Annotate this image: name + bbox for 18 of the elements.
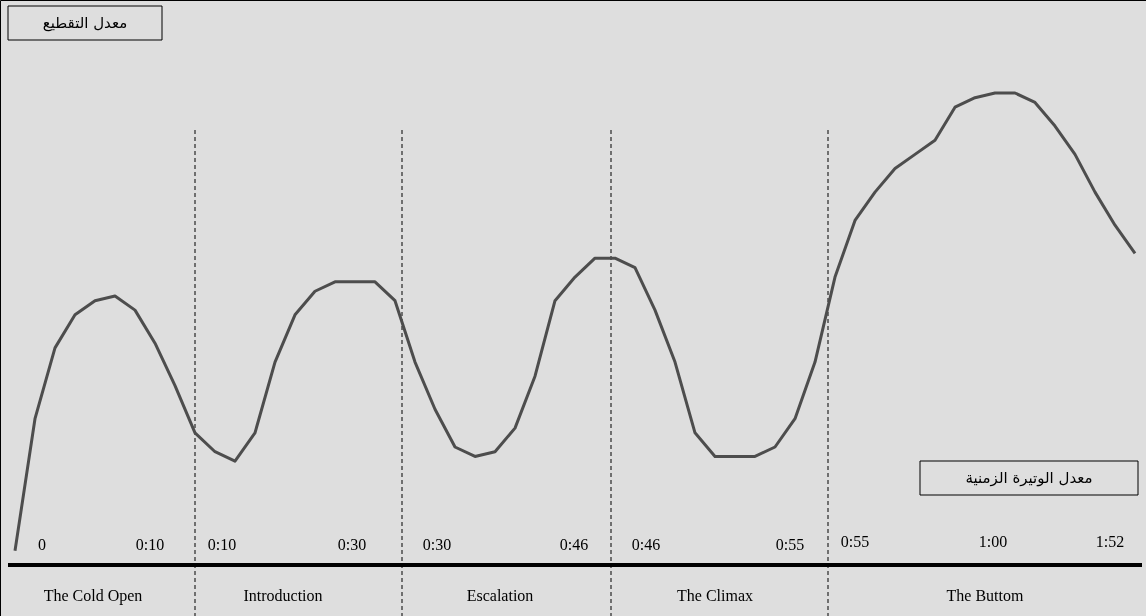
annotation: 0:55 — [775, 536, 805, 553]
annotation: 0:46 — [559, 536, 589, 553]
annotation: 0:10 — [135, 536, 165, 553]
text: Escalation — [466, 587, 534, 604]
annotation: 0:55 — [840, 533, 870, 550]
text: The Cold Open — [43, 587, 143, 605]
annotation: 0:30 — [337, 536, 367, 553]
text: The Buttom — [946, 587, 1024, 604]
annotation: 0:46 — [631, 536, 661, 553]
annotation: 1:00 — [978, 533, 1008, 550]
annotation: 0:30 — [422, 536, 452, 553]
annotation: 0:10 — [207, 536, 237, 553]
annotation: 1:52 — [1095, 533, 1125, 550]
text: The Climax — [677, 587, 753, 604]
annotation: 0 — [38, 536, 46, 553]
text: Introduction — [243, 587, 323, 604]
annotation: معدل الوتيرة الزمنية — [965, 469, 1093, 487]
text: معدل التقطيع — [42, 14, 128, 32]
